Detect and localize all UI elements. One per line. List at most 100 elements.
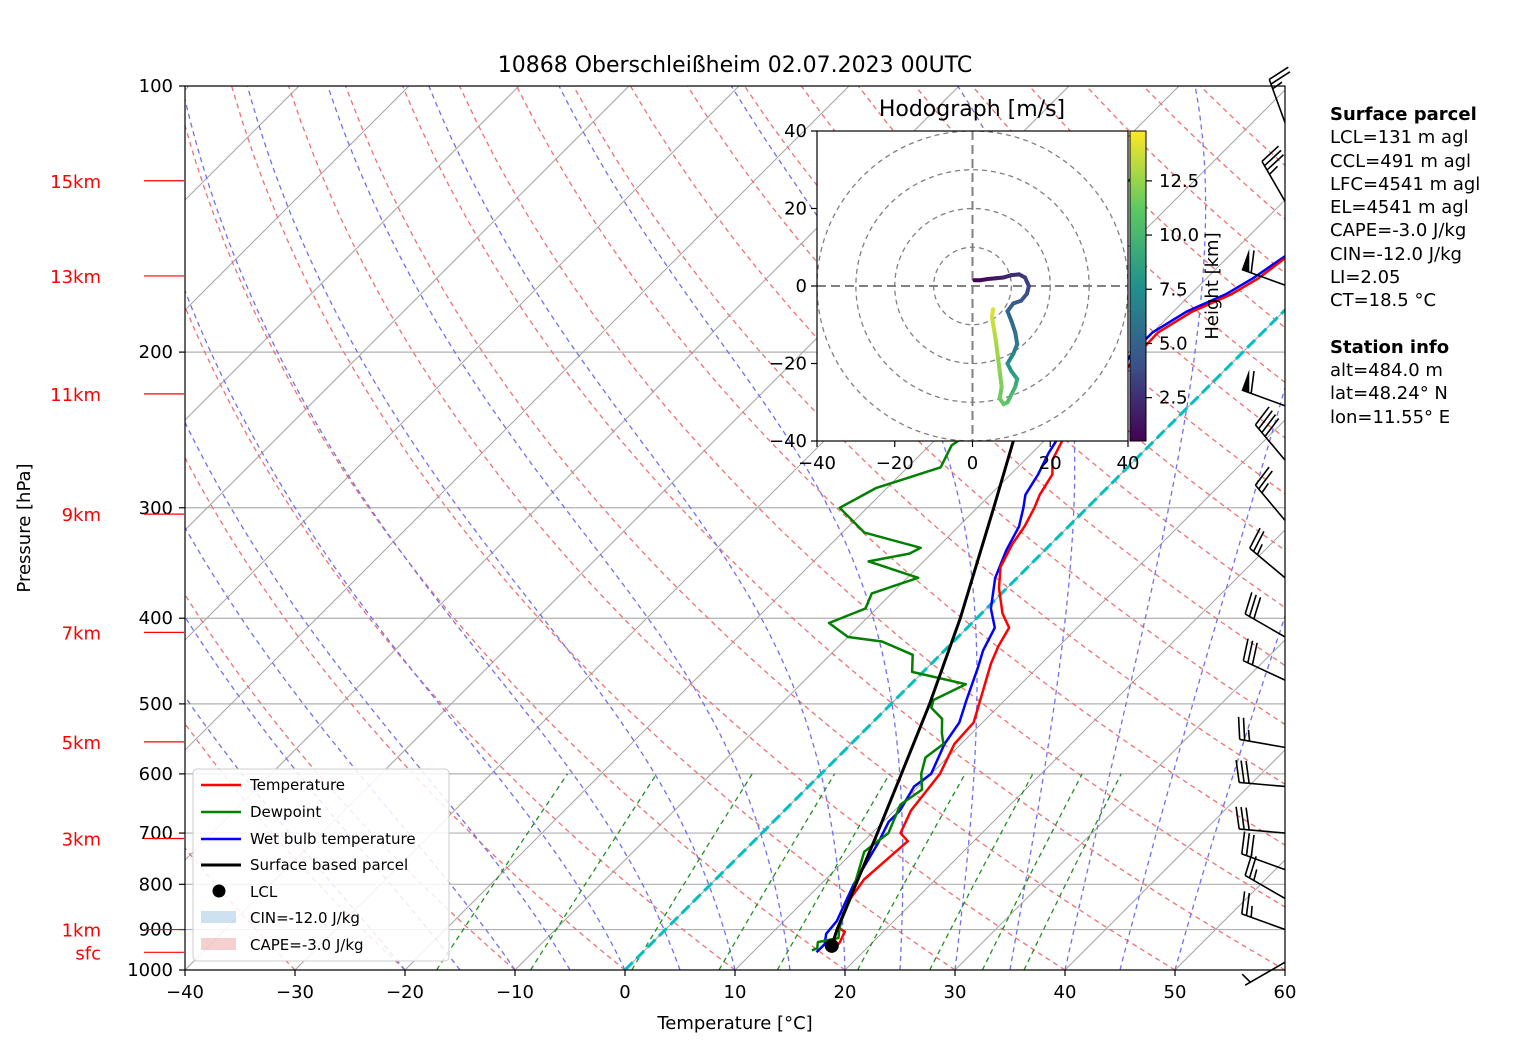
- dry-adiabat: [185, 305, 736, 970]
- x-tick-label: 60: [1274, 982, 1297, 1003]
- hodograph-x-tick-label: 20: [1039, 453, 1062, 474]
- barb-staff: [1244, 874, 1286, 900]
- y-tick-label: 700: [139, 823, 173, 844]
- y-tick-label: 500: [139, 694, 173, 715]
- isotherm: [185, 86, 520, 421]
- barb-flag: [1261, 145, 1280, 162]
- isotherm: [844, 529, 1285, 970]
- colorbar-ticks: 12.5 10.0 7.5 5.0 2.5: [1146, 171, 1199, 409]
- height-label: sfc: [75, 943, 101, 964]
- legend-temperature: Temperature: [249, 776, 345, 794]
- barb-flag: [1240, 831, 1246, 855]
- hodograph-x-tick-label: 0: [967, 453, 978, 474]
- mixing-ratio-line: [718, 773, 836, 970]
- barb-staff: [1241, 913, 1286, 931]
- hodograph-segment: [989, 307, 996, 319]
- barb-flag: [1240, 760, 1245, 784]
- barb-flag: [1264, 417, 1280, 437]
- legend-cape: CAPE=-3.0 J/kg: [250, 936, 364, 954]
- dry-adiabat: [401, 86, 1285, 970]
- y-tick-label: 800: [139, 874, 173, 895]
- wind-barb: [1254, 466, 1286, 521]
- barb-flag: [1258, 410, 1273, 430]
- x-axis-label: Temperature [°C]: [656, 1013, 812, 1034]
- colorbar-tick-label: 2.5: [1159, 388, 1188, 409]
- hodograph-colorbar: [1129, 130, 1147, 442]
- barb-staff: [1239, 738, 1286, 749]
- temperature-line: [830, 256, 1285, 954]
- hodograph: −40 −20 0 20 40 40 20 0 −20 −40 Hodograph [m/s] 1…: [769, 97, 1223, 474]
- wind-barb: [1244, 853, 1286, 900]
- hodograph-title: Hodograph [m/s]: [879, 97, 1065, 122]
- hodograph-segment: [1009, 318, 1018, 335]
- wind-barb: [1244, 592, 1286, 638]
- height-label: 1km: [62, 921, 101, 942]
- barb-flag: [1248, 856, 1257, 879]
- dry-adiabat: [230, 86, 956, 970]
- barb-flag: [1251, 642, 1258, 666]
- mixing-ratio-line: [776, 773, 891, 970]
- info-ccl: CCL=491 m agl: [1330, 150, 1472, 172]
- barb-flag: [1242, 638, 1249, 661]
- parcel-info-panel: Surface parcel LCL=131 m agl CCL=491 m a…: [1330, 103, 1480, 429]
- barb-flag: [1235, 806, 1240, 830]
- legend-swatch-cape: [201, 938, 236, 950]
- barb-flag: [1244, 592, 1253, 615]
- barb-staff: [1244, 613, 1286, 638]
- hodograph-grid: [817, 131, 1128, 441]
- barb-flag: [1237, 716, 1241, 740]
- moist-adiabat: [185, 96, 681, 970]
- legend: Temperature Dewpoint Wet bulb temperatur…: [192, 768, 450, 962]
- height-label: 11km: [50, 385, 101, 406]
- barb-flag: [1268, 66, 1289, 81]
- hodograph-segment: [995, 353, 1002, 374]
- barb-flag: [1245, 760, 1250, 784]
- mixing-ratio-line: [436, 773, 569, 970]
- barb-half-flag: [1253, 869, 1258, 881]
- info-li: LI=2.05: [1330, 267, 1401, 289]
- mixing-ratio-line: [1023, 773, 1122, 970]
- legend-lcl: LCL: [250, 883, 278, 901]
- barb-staff: [1261, 160, 1286, 202]
- barb-flag: [1247, 640, 1254, 663]
- x-tick-label: −30: [276, 982, 314, 1003]
- isotherm: [185, 86, 410, 311]
- dry-adiabat: [344, 86, 1176, 970]
- barb-half-flag: [1256, 543, 1263, 555]
- wetbulb-line: [815, 254, 1285, 954]
- x-tick-label: 30: [944, 982, 967, 1003]
- info-lat: lat=48.24° N: [1330, 383, 1448, 405]
- moist-adiabat: [957, 86, 1076, 970]
- dry-adiabat: [185, 123, 846, 970]
- wind-barb: [1235, 760, 1286, 788]
- wind-barb: [1240, 831, 1286, 871]
- barb-staff: [1244, 961, 1286, 986]
- barb-staff: [1254, 484, 1286, 521]
- barb-flag: [1248, 594, 1257, 617]
- barb-flag: [1250, 250, 1255, 273]
- wind-barb: [1254, 406, 1286, 461]
- x-tick-label: 40: [1054, 982, 1077, 1003]
- height-label: 3km: [62, 830, 101, 851]
- dry-adiabat: [287, 86, 1066, 970]
- x-axis-ticks: −40 −30 −20 −10 0 10 20 30 40 50 60: [166, 970, 1296, 1003]
- barb-half-flag: [1250, 905, 1253, 918]
- y-tick-label: 100: [139, 76, 173, 97]
- colorbar-tick-label: 7.5: [1159, 279, 1188, 300]
- hodograph-segment: [993, 338, 1000, 358]
- x-tick-label: −40: [166, 982, 204, 1003]
- barb-staff: [1239, 781, 1286, 788]
- isotherm: [185, 86, 740, 641]
- wind-barb: [1237, 716, 1286, 749]
- dry-adiabat: [572, 86, 1285, 785]
- surface-parcel-header: Surface parcel: [1330, 104, 1477, 125]
- hodograph-y-tick-label: −40: [769, 431, 807, 452]
- wind-barb: [1261, 145, 1286, 202]
- mixing-ratio-line: [857, 773, 966, 970]
- mixing-ratio-line: [981, 773, 1083, 970]
- y-tick-label: 400: [139, 608, 173, 629]
- hodograph-x-tick-label: 40: [1117, 453, 1140, 474]
- barb-flag: [1261, 414, 1277, 434]
